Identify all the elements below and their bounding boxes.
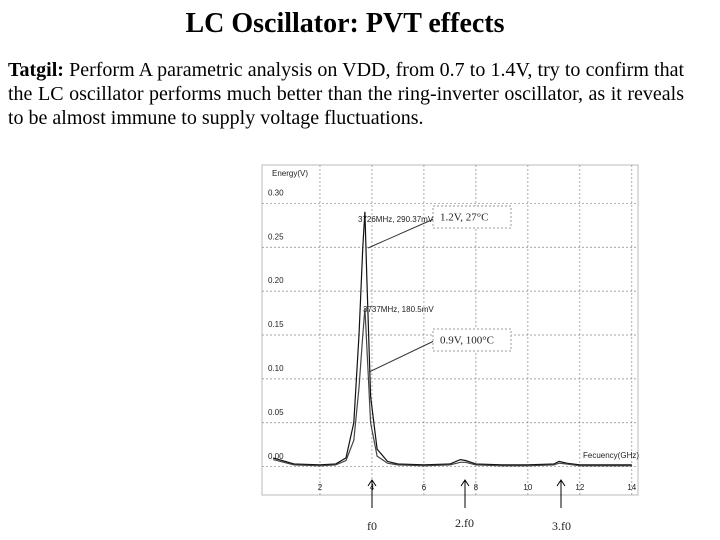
x-tick-label: 14 (627, 483, 636, 492)
x-tick-label: 2 (318, 483, 323, 492)
x-tick-label: 10 (523, 483, 532, 492)
series-label: 1.2V, 27°C (440, 212, 489, 224)
x-axis-title: Fecuency(GHz) (583, 451, 639, 460)
series-label: 0.9V, 100°C (440, 335, 494, 347)
annotation: 3737MHz, 180.5mV (363, 305, 434, 314)
series-line (273, 308, 632, 467)
y-tick-label: 0.10 (268, 364, 284, 373)
y-tick-label: 0.20 (268, 276, 284, 285)
marker-label: 3.f0 (552, 519, 571, 533)
y-tick-label: 0.00 (268, 452, 284, 461)
marker-label: f0 (367, 519, 377, 533)
body-text: Tatgil: Perform A parametric analysis on… (8, 58, 684, 130)
marker-label: 2.f0 (455, 516, 474, 530)
label-box (432, 205, 512, 229)
body-label: Tatgil: (8, 59, 64, 81)
x-tick-label: 6 (422, 483, 427, 492)
series-line (273, 211, 632, 466)
y-tick-label: 0.25 (268, 232, 284, 241)
annotation: 3726MHz, 290.37mV (358, 215, 434, 224)
x-tick-label: 8 (474, 483, 479, 492)
body-content: Perform A parametric analysis on VDD, fr… (8, 59, 685, 129)
label-box (432, 328, 512, 352)
y-tick-label: 0.05 (268, 408, 284, 417)
y-axis-title: Energy(V) (272, 169, 308, 178)
slide-title: LC Oscillator: PVT effects (185, 8, 505, 39)
x-tick-label: 4 (370, 483, 375, 492)
x-tick-label: 12 (575, 483, 584, 492)
y-tick-label: 0.30 (268, 188, 284, 197)
marker-arrows (367, 479, 566, 508)
arrow (367, 217, 437, 249)
y-tick-label: 0.15 (268, 320, 284, 329)
arrow (368, 339, 437, 373)
